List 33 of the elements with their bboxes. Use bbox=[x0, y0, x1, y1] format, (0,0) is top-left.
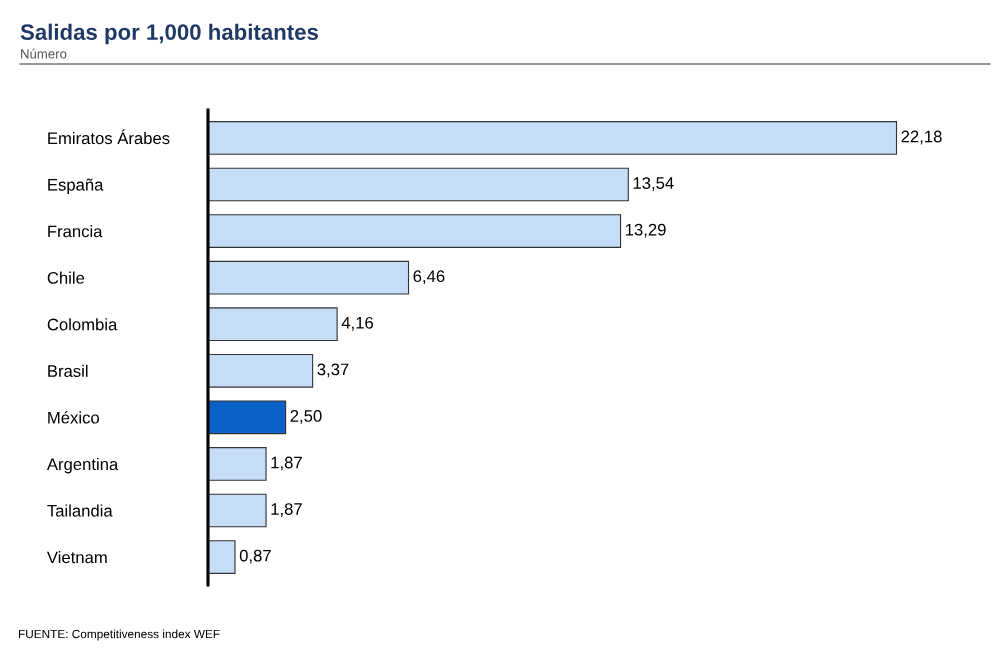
y-tick-label: Tailandia bbox=[47, 504, 113, 517]
bar bbox=[208, 400, 287, 435]
y-tick-label: Argentina bbox=[46, 457, 119, 474]
y-tick-label: Vietnam bbox=[46, 551, 107, 564]
bar bbox=[208, 307, 338, 342]
y-tick-label: Brasil bbox=[48, 364, 88, 377]
y-tick-label: Francia bbox=[48, 225, 103, 238]
text: Número bbox=[21, 48, 67, 59]
data-label: 2,50 bbox=[290, 410, 322, 424]
y-tick-label: Colombia bbox=[47, 318, 118, 331]
y-tick-label: México bbox=[48, 411, 99, 424]
y-tick-label: Chile bbox=[47, 271, 85, 284]
data-label: 13,54 bbox=[633, 177, 674, 191]
source-note: FUENTE: Competitiveness index WEF bbox=[18, 629, 220, 641]
bar bbox=[208, 493, 267, 528]
chart-title: Salidas por 1,000 habitantes bbox=[20, 23, 318, 45]
bar bbox=[208, 540, 236, 574]
y-tick-label: Emiratos Árabes bbox=[48, 129, 170, 145]
data-label: 22,18 bbox=[901, 130, 942, 145]
bar bbox=[208, 260, 410, 295]
bar bbox=[208, 121, 898, 155]
bar bbox=[208, 353, 314, 388]
data-label: 0,87 bbox=[239, 549, 271, 564]
bar bbox=[208, 447, 267, 481]
bar bbox=[208, 167, 629, 202]
data-label: 4,16 bbox=[341, 316, 374, 331]
data-label: 1,87 bbox=[271, 503, 302, 517]
bar bbox=[208, 214, 622, 248]
data-label: 6,46 bbox=[413, 270, 445, 285]
data-label: 13,29 bbox=[625, 223, 666, 238]
data-label: 3,37 bbox=[317, 363, 349, 378]
y-tick-label: España bbox=[48, 178, 104, 195]
data-label: 1,87 bbox=[271, 456, 302, 471]
